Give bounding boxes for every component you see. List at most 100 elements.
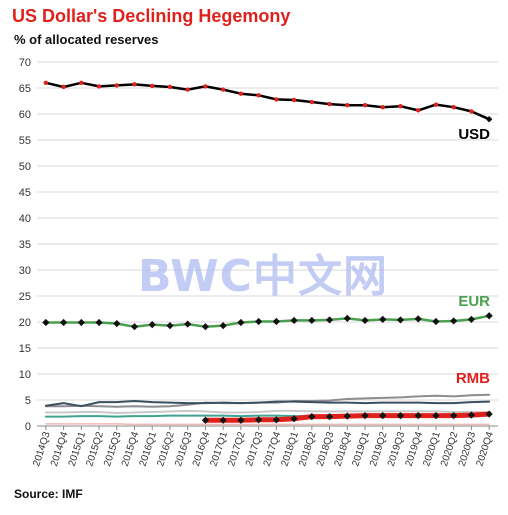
rmb-data-point (255, 416, 263, 424)
eur-data-point (59, 318, 68, 327)
y-tick-label: 0 (25, 421, 31, 433)
usd-data-point (220, 87, 226, 92)
eur-series-line (44, 314, 491, 328)
rmb-data-point (485, 410, 493, 418)
eur-data-point (42, 318, 50, 327)
y-tick-label: 70 (19, 57, 31, 69)
eur-data-point (343, 314, 351, 322)
usd-data-point (433, 102, 439, 107)
eur-data-point (219, 322, 227, 330)
usd-data-point (132, 82, 137, 87)
eur-data-point (361, 316, 369, 325)
rmb-data-point (272, 416, 280, 424)
other-4-series-line (44, 393, 491, 408)
eur-data-point (467, 315, 476, 323)
usd-data-point (345, 102, 350, 108)
other-6-series-line (44, 409, 491, 414)
x-tick-label: 2020Q4 (475, 430, 497, 468)
rmb-data-point (237, 416, 245, 424)
y-tick-label: 15 (19, 343, 31, 355)
usd-data-point (238, 91, 244, 96)
usd-data-point (114, 83, 119, 88)
usd-series-line (44, 81, 491, 121)
eur-series-label: EUR (458, 293, 490, 310)
usd-data-point (150, 83, 155, 89)
chart-title: US Dollar's Declining Hegemony (12, 6, 291, 26)
rmb-data-point (325, 413, 334, 421)
y-tick-label: 40 (19, 213, 31, 225)
rmb-data-point (201, 416, 210, 424)
rmb-data-point (361, 412, 369, 420)
y-tick-label: 25 (19, 291, 31, 303)
eur-data-point (255, 317, 263, 326)
grid-lines (37, 61, 498, 427)
usd-data-point (43, 80, 49, 86)
rmb-data-point (414, 412, 422, 420)
eur-data-point (290, 316, 298, 325)
series-labels: USD EUR RMB (456, 126, 490, 387)
rmb-data-point (379, 412, 387, 420)
usd-data-point (96, 84, 102, 89)
eur-data-point (148, 321, 156, 329)
rmb-data-point (467, 411, 476, 419)
usd-data-point (185, 87, 190, 92)
eur-data-point (272, 317, 280, 326)
chart-subtitle: % of allocated reserves (14, 32, 159, 47)
chart-source: Source: IMF (14, 487, 83, 501)
y-tick-label: 65 (19, 83, 31, 95)
rmb-data-point (219, 416, 227, 424)
usd-data-point (274, 97, 279, 102)
rmb-data-point (432, 412, 440, 420)
rmb-data-point (396, 412, 405, 420)
usd-data-point (469, 109, 474, 114)
eur-data-point (308, 316, 316, 325)
usd-data-point (451, 105, 456, 110)
usd-data-point (309, 99, 315, 105)
eur-data-point (77, 318, 85, 327)
usd-data-point (256, 93, 261, 98)
usd-data-point (79, 80, 84, 86)
eur-data-point (130, 323, 139, 331)
usd-data-point (61, 84, 66, 90)
rmb-data-point (290, 415, 298, 423)
watermark: BWC中文网 (138, 251, 388, 302)
eur-data-point (166, 322, 174, 330)
y-tick-label: 20 (19, 317, 31, 329)
usd-data-point (167, 84, 173, 90)
y-tick-label: 60 (19, 109, 31, 121)
usd-data-point (416, 108, 421, 113)
eur-data-point (414, 315, 422, 323)
series-markers (42, 80, 493, 424)
other-7-series-line (45, 423, 490, 426)
y-tick-label: 10 (19, 369, 31, 381)
eur-data-point (450, 317, 458, 325)
eur-data-point (325, 316, 334, 324)
eur-data-point (237, 318, 245, 327)
rmb-data-point (343, 412, 351, 420)
eur-data-point (184, 320, 192, 328)
y-tick-label: 55 (19, 135, 31, 147)
x-axis: 2014Q32014Q42015Q12015Q22015Q32015Q42016… (31, 426, 496, 468)
eur-data-point (485, 312, 493, 320)
usd-series-label: USD (458, 126, 490, 143)
eur-data-point (396, 316, 405, 324)
other-3-series-line (44, 400, 491, 408)
rmb-data-point (308, 413, 316, 421)
y-axis: 0 5 10 15 20 25 30 35 40 45 50 55 60 65 70 (19, 57, 31, 433)
usd-data-point (362, 102, 368, 108)
eur-data-point (379, 315, 387, 323)
eur-data-point (201, 323, 210, 331)
eur-data-point (113, 319, 121, 328)
y-tick-label: 30 (19, 265, 31, 277)
usd-data-point (398, 104, 403, 109)
eur-data-point (432, 317, 440, 326)
eur-data-point (95, 318, 103, 327)
usd-data-point (203, 84, 208, 89)
y-tick-label: 35 (19, 239, 31, 251)
usd-data-point (327, 101, 332, 107)
usd-data-point (485, 116, 493, 123)
y-tick-label: 50 (19, 161, 31, 173)
usd-data-point (291, 97, 297, 103)
rmb-data-point (450, 412, 458, 420)
